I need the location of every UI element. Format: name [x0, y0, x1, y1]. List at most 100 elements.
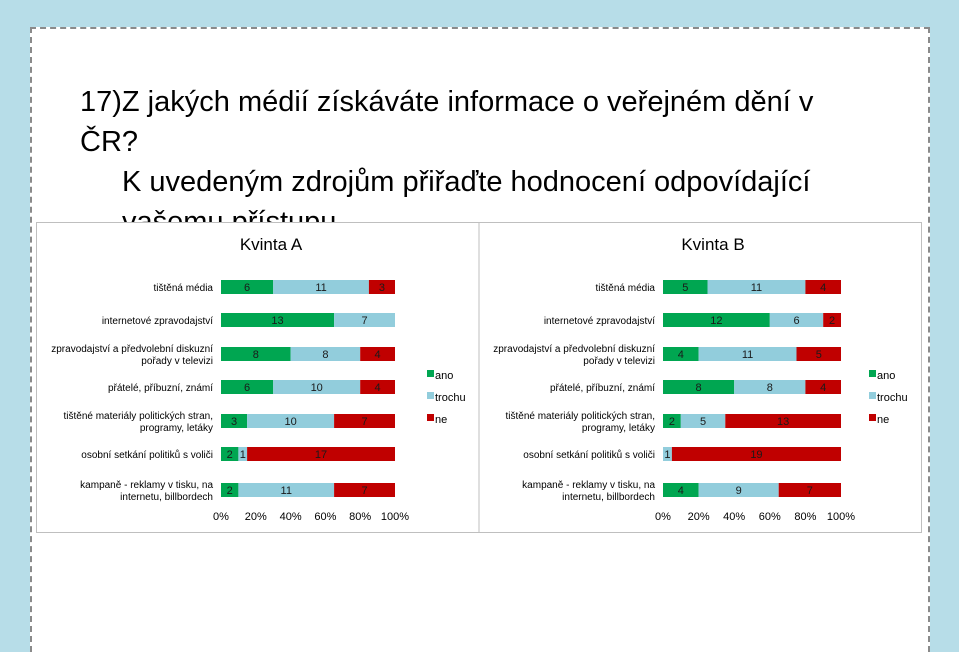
category-label: tištěná média — [154, 283, 214, 294]
bar-ano — [221, 347, 291, 361]
category-label: internetové zpravodajství — [544, 316, 655, 327]
category-label: kampaně - reklamy v tisku, na — [522, 480, 655, 491]
legend-label-ne: ne — [435, 414, 447, 426]
category-label: programy, letáky — [140, 423, 213, 434]
title-line-1: 17)Z jakých médií získáváte informace o … — [80, 86, 814, 158]
data-label: 4 — [678, 349, 684, 361]
legend-label-trochu: trochu — [435, 392, 466, 404]
data-label: 11 — [281, 485, 292, 497]
bar-ano — [663, 347, 699, 361]
bar-ano — [221, 483, 239, 497]
data-label: 5 — [816, 349, 822, 361]
x-tick-label: 20% — [688, 511, 710, 523]
data-label: 8 — [696, 382, 702, 394]
legend-swatch-ne — [427, 414, 434, 421]
data-label: 2 — [829, 315, 835, 327]
category-label: tištěné materiály politických stran, — [505, 411, 655, 422]
bar-ne — [334, 414, 395, 428]
bar-trochu — [698, 483, 779, 497]
data-label: 11 — [751, 282, 762, 294]
data-label: 10 — [311, 382, 323, 394]
category-label: zpravodajství a předvolební diskuzní — [51, 344, 213, 355]
data-label: 7 — [361, 416, 367, 428]
legend-label-ne: ne — [877, 414, 889, 426]
bar-trochu — [273, 380, 361, 394]
bar-trochu — [334, 313, 395, 327]
legend-label-ano: ano — [877, 370, 895, 382]
category-label: pořady v televizi — [583, 356, 655, 367]
data-label: 4 — [375, 349, 381, 361]
x-tick-label: 20% — [245, 511, 267, 523]
data-label: 2 — [227, 449, 233, 461]
data-label: 4 — [820, 382, 826, 394]
category-label: internetu, billbordech — [120, 492, 213, 503]
data-label: 7 — [807, 485, 813, 497]
bar-trochu — [769, 313, 824, 327]
data-label: 8 — [253, 349, 259, 361]
bar-ne — [360, 347, 395, 361]
x-tick-label: 100% — [827, 511, 855, 523]
data-label: 4 — [375, 382, 381, 394]
data-label: 7 — [361, 485, 367, 497]
category-label: osobní setkání politiků s voliči — [81, 449, 213, 461]
data-label: 12 — [710, 315, 722, 327]
data-label: 7 — [361, 315, 367, 327]
bar-ano — [221, 380, 274, 394]
bar-ne — [368, 280, 395, 294]
data-label: 4 — [820, 282, 826, 294]
category-label: pořady v televizi — [141, 356, 213, 367]
legend-label-trochu: trochu — [877, 392, 908, 404]
category-label: zpravodajství a předvolební diskuzní — [493, 344, 655, 355]
bar-ne — [778, 483, 841, 497]
chart-title: Kvinta A — [240, 235, 303, 254]
data-label: 1 — [664, 449, 670, 461]
bar-ano — [221, 313, 335, 327]
legend-swatch-ano — [427, 370, 434, 377]
x-tick-label: 60% — [314, 511, 336, 523]
data-label: 3 — [231, 416, 237, 428]
legend-label-ano: ano — [435, 370, 453, 382]
data-label: 11 — [315, 282, 326, 294]
bar-ano — [663, 313, 770, 327]
x-tick-label: 0% — [655, 511, 671, 523]
data-label: 10 — [284, 416, 296, 428]
bar-ne — [796, 347, 841, 361]
bar-trochu — [680, 414, 726, 428]
bar-ano — [221, 414, 248, 428]
bar-trochu — [247, 414, 335, 428]
data-label: 13 — [777, 416, 789, 428]
category-label: osobní setkání politiků s voliči — [523, 449, 655, 461]
data-label: 4 — [678, 485, 684, 497]
category-label: přátelé, příbuzní, známí — [550, 383, 655, 394]
bar-trochu — [734, 380, 806, 394]
legend-swatch-ano — [869, 370, 876, 377]
bar-ano — [663, 414, 681, 428]
bar-ano — [663, 483, 699, 497]
bar-ne — [805, 380, 841, 394]
bar-ano — [663, 380, 735, 394]
category-label: tištěné materiály politických stran, — [63, 411, 213, 422]
category-label: kampaně - reklamy v tisku, na — [80, 480, 213, 491]
data-label: 1 — [240, 449, 246, 461]
data-label: 6 — [244, 382, 250, 394]
legend-swatch-trochu — [869, 392, 876, 399]
data-label: 2 — [669, 416, 675, 428]
x-tick-label: 80% — [349, 511, 371, 523]
category-label: tištěná média — [596, 283, 656, 294]
bar-trochu — [238, 447, 248, 461]
data-label: 11 — [742, 349, 753, 361]
bar-trochu — [698, 347, 797, 361]
bar-ne — [725, 414, 841, 428]
x-tick-label: 40% — [280, 511, 302, 523]
data-label: 8 — [322, 349, 328, 361]
x-tick-label: 80% — [794, 511, 816, 523]
legend-swatch-ne — [869, 414, 876, 421]
legend-swatch-trochu — [427, 392, 434, 399]
x-tick-label: 40% — [723, 511, 745, 523]
data-label: 8 — [767, 382, 773, 394]
category-label: internetu, billbordech — [562, 492, 655, 503]
bar-trochu — [707, 280, 806, 294]
bar-ne — [805, 280, 841, 294]
